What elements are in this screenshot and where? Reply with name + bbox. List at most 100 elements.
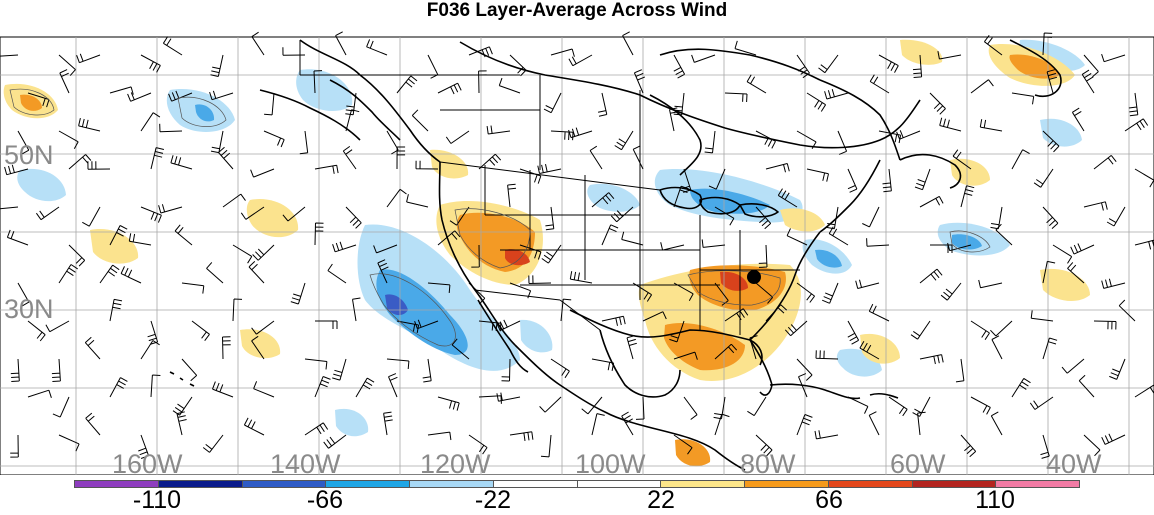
wind-barb — [501, 358, 511, 382]
coastlines-borders — [169, 39, 1062, 471]
wind-barb — [120, 266, 142, 284]
wind-barb — [528, 275, 552, 284]
wind-barb — [855, 279, 880, 289]
contour-lines — [9, 88, 991, 347]
wind-barb — [99, 264, 120, 284]
lon-label-100w: 100W — [575, 449, 646, 475]
wind-barb — [765, 304, 788, 322]
colorbar-segment — [75, 481, 159, 487]
wind-barb — [486, 125, 511, 135]
wind-barb — [995, 223, 1013, 246]
wind-barb — [10, 434, 19, 458]
colorbar-label: 22 — [647, 486, 675, 514]
wind-barb — [140, 112, 161, 132]
wind-barb — [581, 396, 603, 415]
wind-barb — [327, 263, 347, 284]
wind-barb — [109, 86, 134, 95]
wind-barb — [373, 244, 398, 254]
wind-barb — [451, 338, 470, 360]
wind-barb — [222, 193, 246, 208]
wind-barb — [1042, 337, 1058, 360]
shade-patch — [720, 271, 748, 291]
colorbar-label: -110 — [132, 486, 182, 514]
wind-barb — [591, 358, 615, 371]
wind-barb — [632, 145, 644, 170]
wind-barb — [673, 282, 694, 302]
shade-patch — [357, 224, 520, 371]
colorbar-segment — [158, 481, 243, 487]
colorbar-segment — [493, 481, 578, 487]
wind-barb — [826, 206, 839, 230]
wind-barb — [299, 130, 309, 155]
wind-barb — [386, 358, 410, 370]
wind-barb — [304, 422, 329, 436]
wind-barb — [85, 412, 101, 436]
wind-barb — [1093, 155, 1117, 170]
wind-barb — [128, 233, 152, 246]
wind-barb — [314, 222, 324, 246]
wind-barb — [1011, 377, 1031, 398]
wind-barb — [673, 351, 698, 360]
wind-barb — [290, 282, 306, 305]
wind-barb — [366, 39, 388, 56]
wind-barb — [1071, 107, 1085, 132]
wind-barb — [560, 298, 572, 322]
wind-barb — [78, 117, 101, 132]
wind-barb — [1070, 243, 1095, 255]
wind-barb — [868, 411, 880, 436]
wind-barb — [568, 54, 593, 67]
wind-barb — [1042, 32, 1053, 56]
wind-barb — [919, 268, 943, 284]
colorbar-segment — [828, 481, 913, 487]
wind-barb — [314, 376, 331, 398]
shade-patch — [900, 39, 943, 65]
wind-barb — [1134, 168, 1154, 188]
wind-barb — [878, 54, 899, 73]
lon-label-40w: 40W — [1046, 449, 1102, 475]
wind-barb — [896, 130, 921, 140]
wind-barb — [35, 206, 60, 221]
wind-barb — [888, 396, 908, 417]
wind-barb — [859, 340, 880, 360]
wind-barb — [568, 127, 593, 139]
wind-barb — [1083, 434, 1101, 457]
wind-barb — [519, 168, 542, 184]
wind-barb — [181, 358, 198, 382]
wind-barb — [406, 194, 429, 208]
wind-barb — [251, 31, 265, 56]
wind-barb — [1101, 433, 1126, 445]
wind-barb — [251, 320, 275, 335]
wind-barb — [150, 374, 161, 398]
wind-barb — [940, 282, 962, 301]
wind-barb — [176, 411, 187, 436]
wind-barb — [478, 320, 502, 332]
wind-barb — [109, 298, 123, 322]
wind-barb — [323, 434, 347, 449]
wind-barb — [212, 381, 234, 398]
wind-barb — [734, 40, 757, 56]
lon-label-160w: 160W — [112, 449, 183, 475]
colorbar-segment — [661, 481, 745, 487]
wind-barb — [1067, 262, 1085, 284]
wind-barb — [509, 282, 532, 299]
wind-barb — [58, 264, 78, 284]
shade-patch — [675, 439, 711, 467]
wind-barb — [758, 244, 768, 268]
wind-barb — [601, 315, 626, 326]
wind-barb — [243, 417, 265, 436]
wind-barb — [621, 231, 644, 246]
wind-barb — [314, 164, 339, 174]
wind-barb — [383, 411, 393, 436]
wind-barb — [847, 168, 858, 193]
lon-label-140w: 140W — [270, 449, 341, 475]
wind-barb — [673, 185, 689, 208]
wind-barb — [27, 320, 46, 342]
wind-barb — [714, 206, 735, 226]
wind-barb — [642, 311, 667, 322]
shading-layer — [3, 39, 1090, 467]
wind-barb — [478, 153, 502, 170]
wind-barb — [837, 130, 848, 155]
wind-barb — [509, 54, 527, 77]
wind-barb — [749, 335, 758, 360]
wind-barb — [755, 130, 776, 149]
